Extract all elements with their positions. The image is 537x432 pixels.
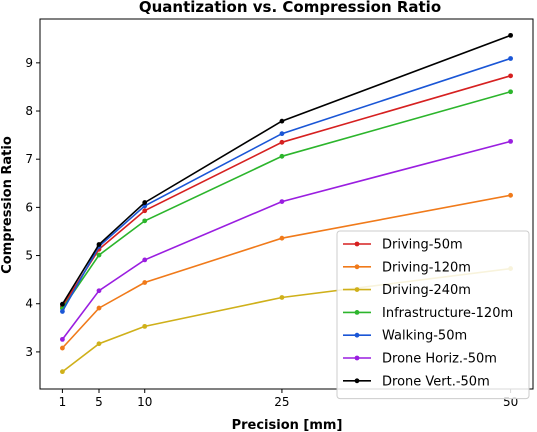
legend-swatch-marker — [354, 241, 360, 247]
data-point — [60, 345, 65, 351]
y-tick-label: 6 — [25, 200, 33, 214]
data-point — [508, 73, 513, 79]
data-point — [279, 295, 285, 300]
data-point — [96, 242, 102, 247]
legend-swatch-marker — [354, 287, 360, 292]
data-point — [60, 369, 65, 375]
x-tick-label: 25 — [274, 395, 289, 409]
x-tick-label: 5 — [95, 395, 103, 409]
data-point — [96, 288, 102, 294]
y-tick-label: 5 — [25, 249, 33, 263]
legend: Driving-50m Driving-120m Driving-240m Infra… — [336, 230, 530, 400]
data-point — [142, 208, 148, 214]
data-point — [279, 139, 285, 145]
data-point — [279, 153, 285, 159]
data-point — [60, 309, 65, 314]
x-axis-label: Precision [mm] — [232, 418, 343, 432]
legend-label: Walking-50m — [382, 329, 467, 344]
legend-swatch-marker — [354, 332, 360, 338]
plot-area — [39, 18, 534, 390]
data-point — [508, 192, 513, 198]
y-tick-label: 7 — [25, 152, 33, 166]
data-point — [279, 199, 285, 204]
legend-label: Driving-50m — [382, 238, 463, 253]
data-point — [279, 235, 285, 241]
data-point — [60, 301, 65, 307]
series-layer — [60, 32, 513, 375]
y-tick-label: 4 — [25, 297, 33, 311]
data-point — [142, 200, 148, 205]
chart-title: Quantization vs. Compression Ratio — [139, 0, 441, 16]
plot-frame — [39, 18, 534, 390]
legend-label: Drone Vert.-50m — [382, 374, 490, 389]
data-point — [508, 138, 513, 144]
y-tick-label: 9 — [25, 56, 33, 70]
legend-swatch-marker — [354, 264, 360, 270]
legend-box — [336, 230, 530, 400]
data-point — [96, 305, 102, 311]
data-point — [60, 336, 65, 342]
data-point — [142, 280, 148, 285]
data-point — [279, 118, 285, 124]
legend-label: Infrastructure-120m — [382, 306, 513, 321]
data-point — [508, 89, 513, 95]
data-point — [279, 131, 285, 137]
legend-label: Driving-120m — [382, 260, 471, 275]
y-tick-label: 3 — [25, 345, 33, 359]
y-axis-label: Compression Ratio — [0, 136, 15, 274]
data-point — [142, 218, 148, 224]
x-tick-label: 1 — [59, 395, 67, 409]
data-point — [142, 257, 148, 263]
legend-swatch-marker — [354, 310, 360, 315]
x-tick-label: 10 — [137, 395, 152, 409]
legend-swatch-marker — [354, 355, 360, 361]
legend-swatch-marker — [354, 378, 360, 384]
legend-label: Driving-240m — [382, 283, 471, 298]
legend-label: Drone Horiz.-50m — [382, 352, 497, 367]
y-axis: 3 4 5 6 7 8 9 — [25, 56, 40, 359]
data-point — [142, 323, 148, 329]
y-tick-label: 8 — [25, 104, 33, 118]
data-point — [508, 56, 513, 61]
data-point — [96, 252, 102, 258]
data-point — [508, 32, 513, 38]
data-point — [96, 341, 102, 347]
